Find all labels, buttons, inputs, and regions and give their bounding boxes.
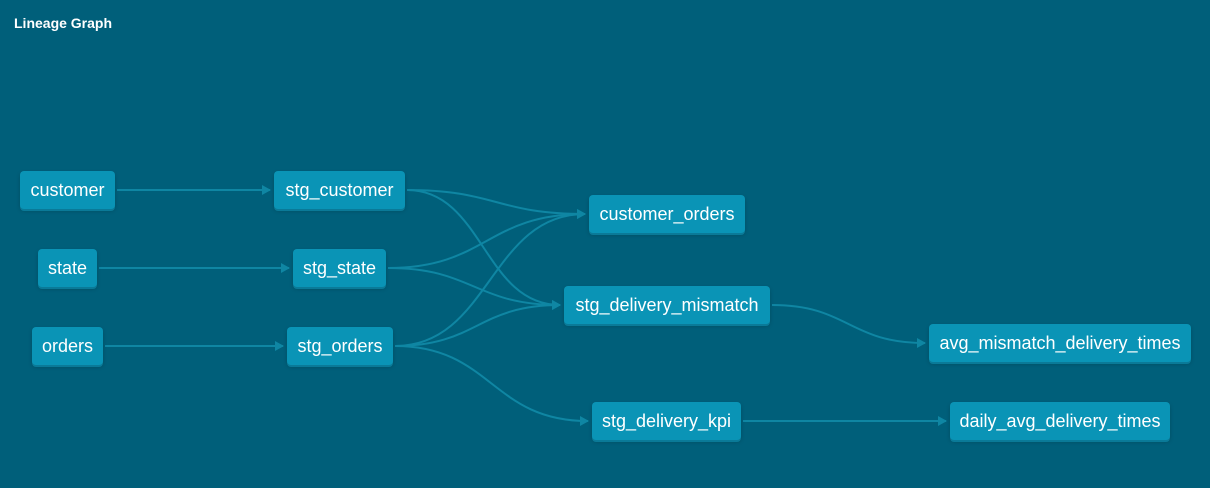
edge-stg-customer-to-stg-delivery-mismatch (406, 189, 561, 310)
node-stg-delivery-kpi[interactable]: stg_delivery_kpi (592, 402, 741, 440)
edge-stg-orders-to-stg-delivery-kpi (394, 345, 589, 426)
node-daily-avg-delivery-times[interactable]: daily_avg_delivery_times (950, 402, 1170, 440)
edge-stg-orders-to-stg-delivery-mismatch (394, 300, 561, 347)
edge-stg-state-to-customer-orders (387, 209, 586, 269)
node-customer[interactable]: customer (20, 171, 115, 209)
panel-title: Lineage Graph (14, 15, 113, 31)
edge-stg-orders-to-customer-orders (394, 209, 586, 347)
node-orders[interactable]: orders (32, 327, 103, 365)
edge-stg-delivery-mismatch-to-avg-mismatch-delivery-times (771, 304, 926, 348)
node-customer-orders[interactable]: customer_orders (589, 195, 745, 233)
node-stg-delivery-mismatch[interactable]: stg_delivery_mismatch (564, 286, 770, 324)
edge-stg-customer-to-customer-orders (406, 189, 586, 219)
node-stg-state[interactable]: stg_state (293, 249, 386, 287)
node-stg-orders[interactable]: stg_orders (287, 327, 393, 365)
node-avg-mismatch-delivery-times[interactable]: avg_mismatch_delivery_times (929, 324, 1191, 362)
node-state[interactable]: state (38, 249, 97, 287)
edge-stg-state-to-stg-delivery-mismatch (387, 267, 561, 310)
node-stg-customer[interactable]: stg_customer (274, 171, 405, 209)
